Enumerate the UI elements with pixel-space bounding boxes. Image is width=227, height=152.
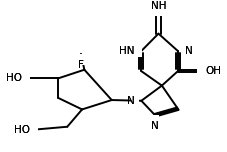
- Bar: [150, 5, 166, 16]
- Text: HN: HN: [118, 46, 134, 56]
- Text: N: N: [126, 96, 134, 106]
- Text: HO: HO: [6, 73, 22, 83]
- Text: NH: NH: [150, 1, 165, 10]
- Text: N: N: [151, 121, 158, 131]
- Bar: [180, 45, 188, 57]
- Text: F: F: [78, 60, 84, 70]
- Text: HO: HO: [14, 125, 30, 135]
- Bar: [14, 73, 30, 84]
- Text: N: N: [184, 46, 192, 56]
- Text: NH: NH: [150, 1, 165, 10]
- Text: N: N: [126, 96, 134, 106]
- Bar: [76, 54, 84, 65]
- Bar: [196, 65, 212, 77]
- Bar: [130, 95, 138, 107]
- Text: N: N: [184, 46, 192, 56]
- Bar: [126, 45, 142, 57]
- Bar: [22, 124, 37, 135]
- Text: N: N: [151, 121, 158, 131]
- Text: F: F: [78, 60, 84, 70]
- Text: OH: OH: [204, 66, 220, 76]
- Text: OH: OH: [204, 66, 220, 76]
- Text: HO: HO: [6, 73, 22, 83]
- Bar: [150, 115, 158, 127]
- Text: HN: HN: [118, 46, 134, 56]
- Text: HO: HO: [14, 125, 30, 135]
